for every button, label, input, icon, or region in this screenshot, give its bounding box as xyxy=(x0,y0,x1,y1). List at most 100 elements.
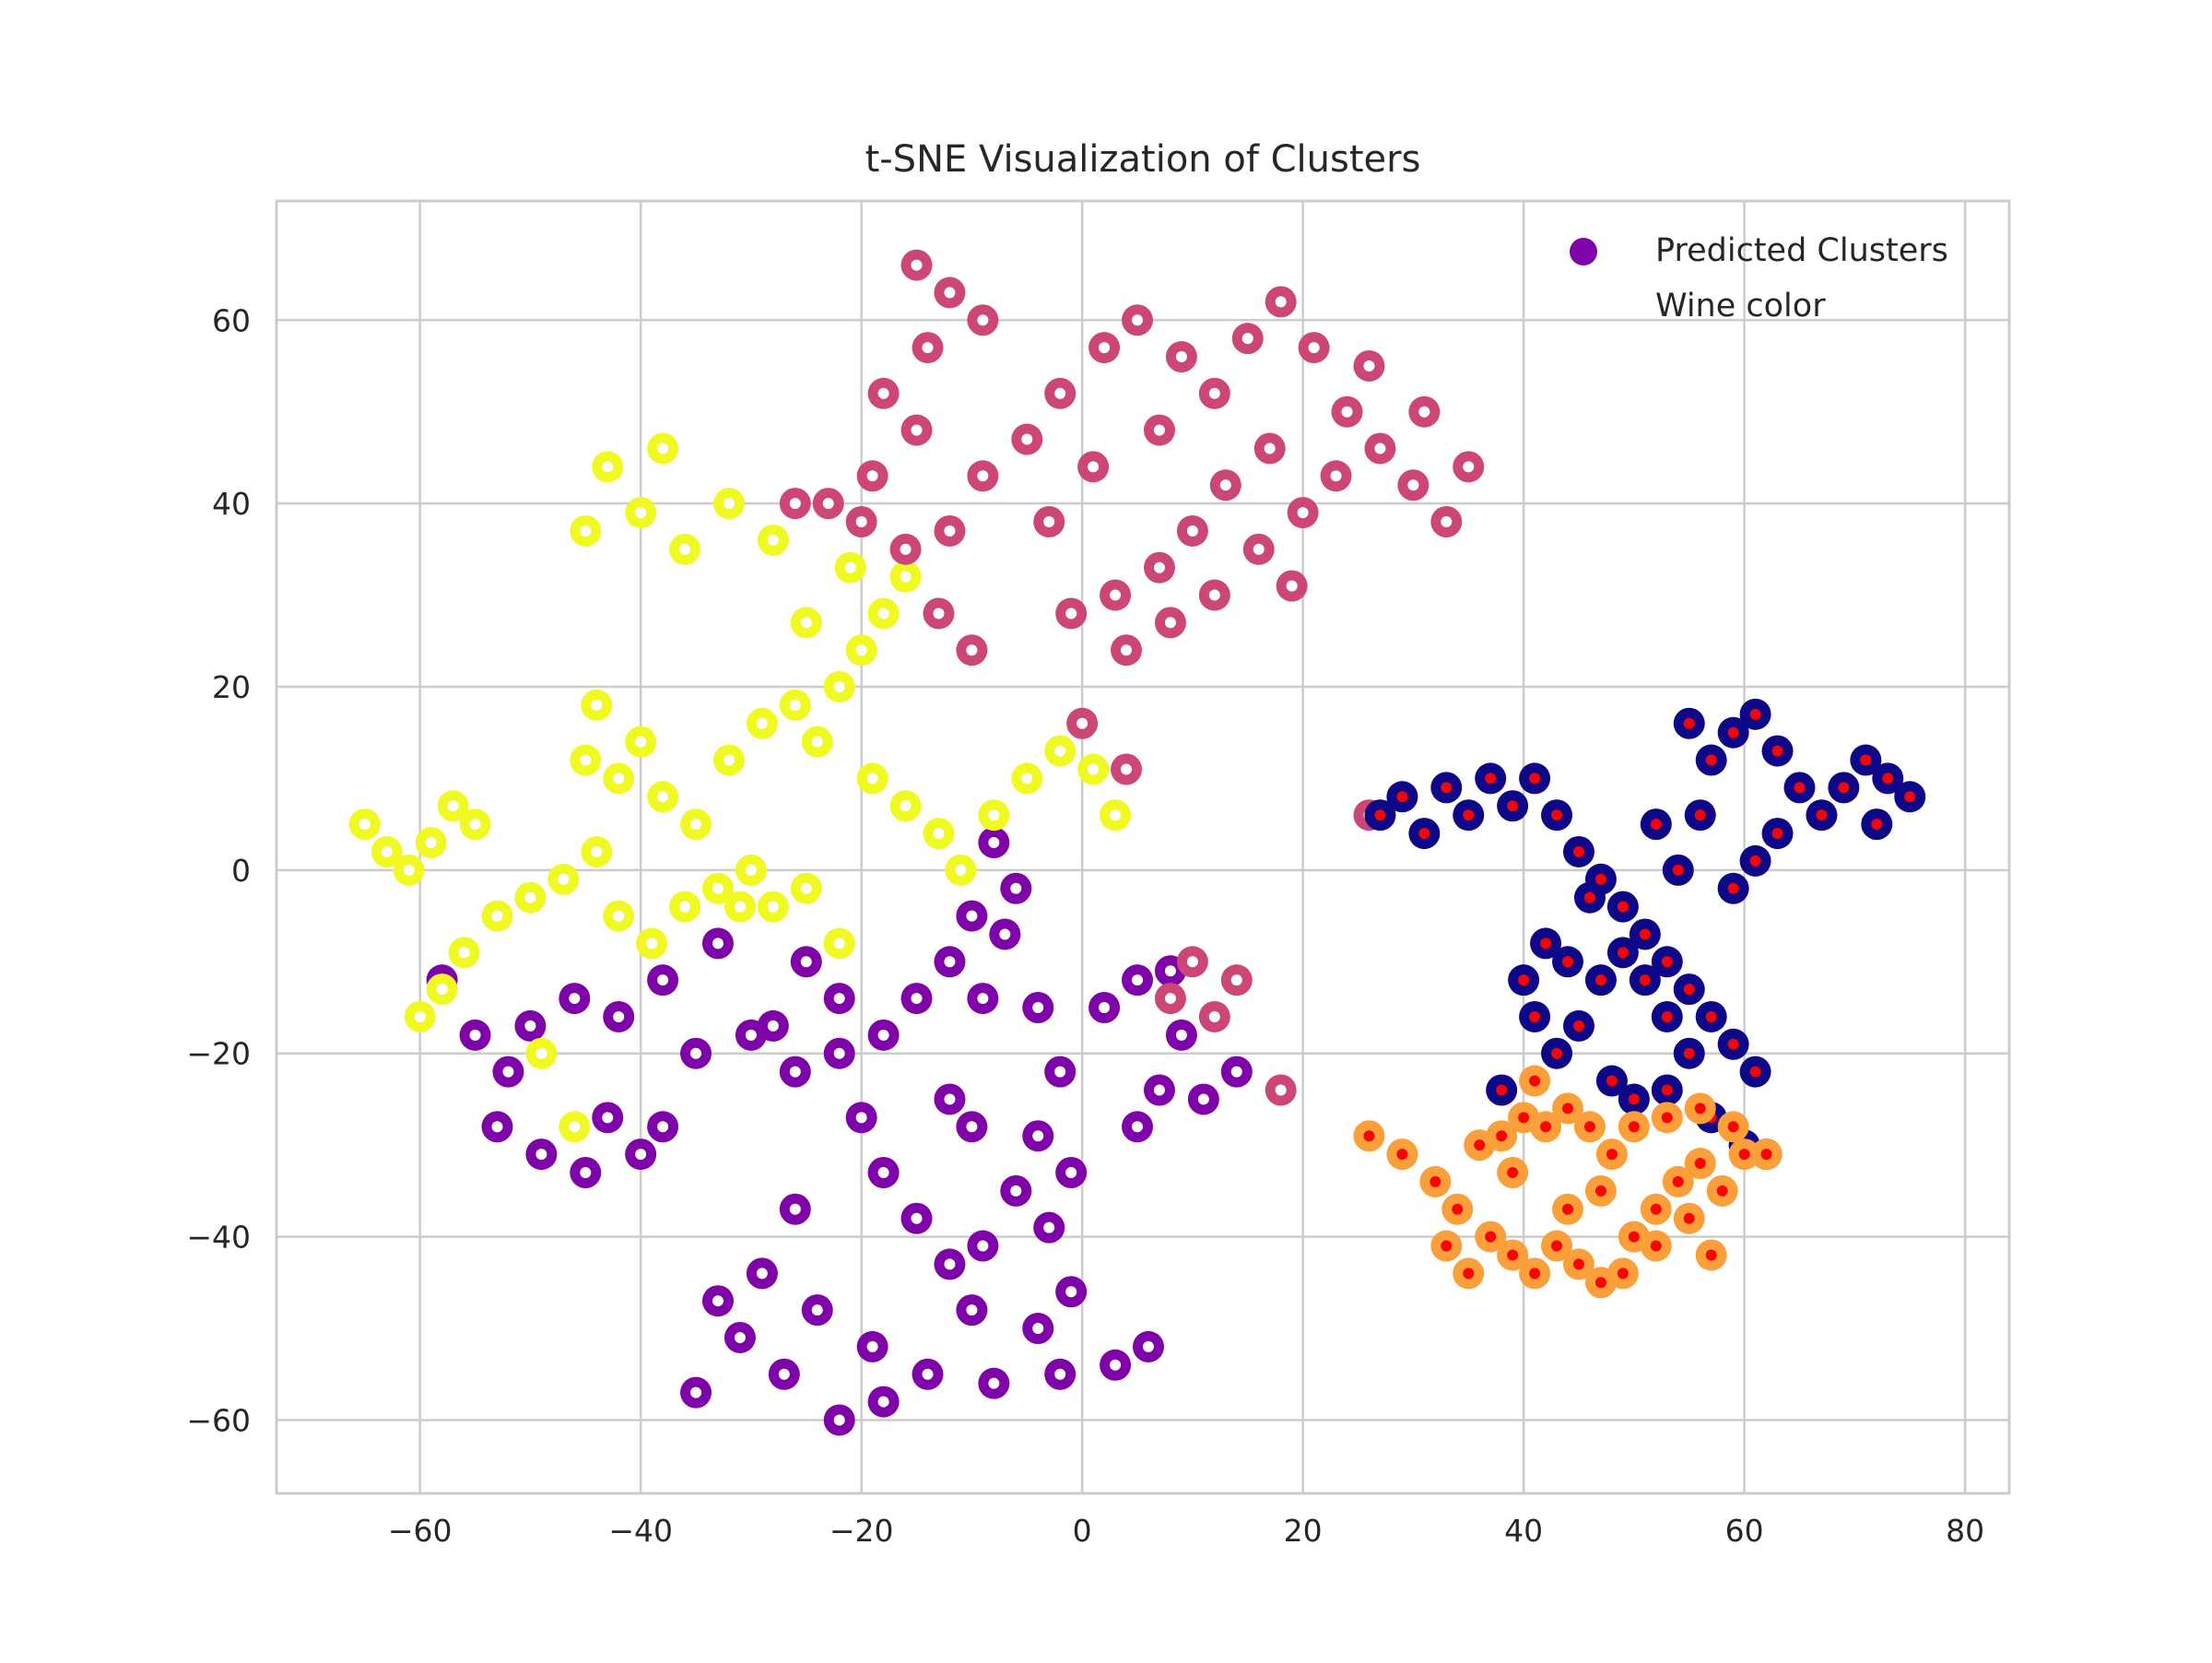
wine-color-point xyxy=(712,882,724,894)
wine-color-point xyxy=(1507,1166,1519,1178)
cluster-series-4 xyxy=(1353,1065,1783,1299)
x-tick-label: −20 xyxy=(830,1513,894,1549)
wine-color-point xyxy=(1882,773,1894,784)
wine-color-point xyxy=(1904,791,1916,803)
wine-color-point xyxy=(800,882,812,894)
wine-color-point xyxy=(922,342,934,354)
wine-color-point xyxy=(1010,1185,1022,1197)
wine-color-point xyxy=(690,1386,702,1398)
wine-color-point xyxy=(1594,1185,1606,1197)
wine-color-point xyxy=(911,1212,923,1224)
wine-color-point xyxy=(999,928,1011,940)
wine-color-point xyxy=(1617,1268,1629,1280)
wine-color-point xyxy=(900,800,912,812)
wine-color-point xyxy=(811,1304,823,1316)
wine-color-point xyxy=(1142,1340,1154,1352)
wine-color-point xyxy=(944,1258,956,1270)
wine-color-point xyxy=(734,1331,746,1343)
wine-color-point xyxy=(1628,1121,1640,1133)
wine-color-point xyxy=(635,1149,647,1161)
wine-color-point xyxy=(1794,782,1806,794)
wine-color-point xyxy=(1153,424,1165,436)
wine-color-point xyxy=(1496,1130,1508,1142)
wine-color-point xyxy=(933,828,945,840)
wine-color-point xyxy=(844,561,856,573)
wine-color-point xyxy=(767,534,779,546)
wine-color-point xyxy=(1639,928,1651,940)
wine-color-point xyxy=(491,1121,503,1133)
wine-color-point xyxy=(1562,956,1574,968)
wine-color-point xyxy=(1065,1286,1077,1298)
x-tick-label: 20 xyxy=(1284,1513,1323,1549)
wine-color-point xyxy=(1021,773,1033,784)
wine-color-point xyxy=(580,525,592,537)
x-tick-label: 40 xyxy=(1504,1513,1543,1549)
wine-color-point xyxy=(866,1340,878,1352)
wine-color-point xyxy=(877,1029,889,1041)
wine-color-point xyxy=(1418,406,1430,418)
wine-color-point xyxy=(933,607,945,619)
wine-color-point xyxy=(778,1368,790,1380)
wine-color-point xyxy=(833,1047,845,1059)
wine-color-point xyxy=(1065,607,1077,619)
wine-color-point xyxy=(1749,1066,1761,1078)
wine-color-point xyxy=(900,543,912,555)
wine-color-point xyxy=(1088,461,1100,473)
wine-color-point xyxy=(1032,1002,1044,1014)
wine-color-point xyxy=(1771,828,1783,840)
wine-color-point xyxy=(359,819,371,831)
wine-color-point xyxy=(1617,947,1629,959)
wine-color-point xyxy=(535,1149,547,1161)
wine-color-point xyxy=(458,947,470,959)
wine-color-point xyxy=(1341,406,1353,418)
wine-color-point xyxy=(877,607,889,619)
wine-color-point xyxy=(1551,1047,1563,1059)
wine-color-point xyxy=(911,424,923,436)
wine-color-point xyxy=(1518,1112,1530,1124)
wine-color-point xyxy=(1463,1268,1475,1280)
wine-color-point xyxy=(1738,1149,1750,1161)
wine-color-point xyxy=(1551,809,1563,821)
wine-color-point xyxy=(690,1047,702,1059)
wine-color-point xyxy=(922,1368,934,1380)
wine-color-point xyxy=(1562,1203,1574,1215)
wine-color-point xyxy=(1683,984,1695,996)
wine-color-point xyxy=(756,1268,768,1280)
wine-color-point xyxy=(811,736,823,748)
cluster-series-1 xyxy=(348,432,1132,1143)
wine-color-point xyxy=(1572,1258,1584,1270)
wine-color-point xyxy=(1407,479,1419,491)
wine-color-point xyxy=(1441,782,1453,794)
wine-color-point xyxy=(1208,589,1220,601)
wine-color-point xyxy=(833,938,845,949)
wine-color-point xyxy=(1396,791,1408,803)
wine-color-point xyxy=(1650,1203,1662,1215)
axes-frame xyxy=(275,199,2011,1495)
wine-color-point xyxy=(966,910,978,922)
wine-color-point xyxy=(1749,855,1761,867)
wine-color-point xyxy=(613,773,625,784)
wine-color-point xyxy=(1650,1240,1662,1252)
wine-color-point xyxy=(602,461,614,473)
wine-color-point xyxy=(866,773,878,784)
wine-color-point xyxy=(1672,864,1684,876)
wine-color-point xyxy=(944,525,956,537)
wine-color-point xyxy=(1164,617,1176,629)
wine-color-point xyxy=(1529,1268,1541,1280)
wine-color-point xyxy=(1507,1249,1519,1261)
wine-color-point xyxy=(767,901,779,913)
wine-color-point xyxy=(1871,819,1883,831)
wine-color-point xyxy=(1219,479,1231,491)
wine-color-point xyxy=(1529,1075,1541,1087)
wine-color-point xyxy=(1760,1149,1772,1161)
wine-color-point xyxy=(535,1047,547,1059)
chart-title: t-SNE Visualization of Clusters xyxy=(865,138,1421,181)
legend: Predicted Clusters Wine color xyxy=(1570,232,1948,324)
y-tick-label: −20 xyxy=(186,1036,251,1072)
wine-color-point xyxy=(569,1121,581,1133)
wine-color-point xyxy=(1727,726,1739,738)
x-tick-label: 80 xyxy=(1946,1513,1984,1549)
wine-color-point xyxy=(1054,1368,1066,1380)
wine-color-point xyxy=(1164,965,1176,977)
wine-color-point xyxy=(381,845,393,857)
